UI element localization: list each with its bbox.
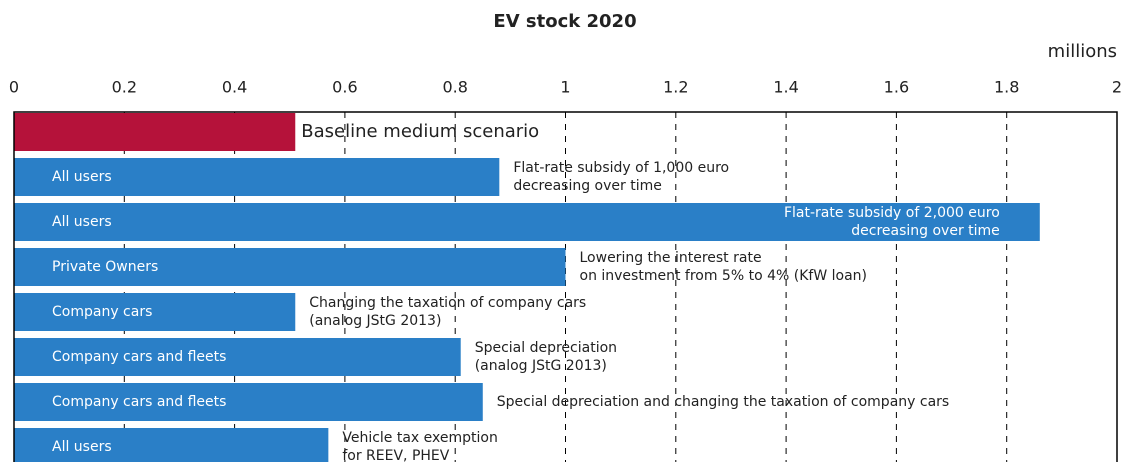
bar (14, 293, 296, 331)
bar (14, 383, 483, 421)
x-tick-label: 2 (1112, 78, 1122, 97)
annotation: Flat-rate subsidy of 1,000 euro (513, 160, 729, 176)
chart-title: EV stock 2020 (493, 11, 636, 32)
annotation: Vehicle tax exemption (342, 430, 498, 446)
x-tick-label: 1 (560, 78, 570, 97)
bar (14, 428, 329, 462)
annotation: Changing the taxation of company cars (309, 295, 586, 311)
bar-label: Private Owners (52, 259, 158, 275)
axis-unit: millions (1048, 41, 1117, 62)
x-tick-label: 0 (9, 78, 19, 97)
bar (14, 248, 566, 286)
x-tick-label: 0.4 (222, 78, 247, 97)
x-tick-label: 1.2 (663, 78, 688, 97)
annotation: decreasing over time (851, 223, 1000, 239)
annotation: for REEV, PHEV (342, 448, 449, 462)
annotation: (analog JStG 2013) (475, 358, 607, 374)
bar-label: Company cars and fleets (52, 349, 226, 365)
bar-label: All users (52, 214, 112, 230)
x-tick-label: 1.6 (884, 78, 909, 97)
bar-label: Company cars and fleets (52, 394, 226, 410)
x-tick-label: 0.8 (442, 78, 467, 97)
annotation: Flat-rate subsidy of 2,000 euro (784, 205, 1000, 221)
annotation: Lowering the interest rate (580, 250, 762, 266)
plot-frame (13, 111, 1118, 462)
annotation: Special depreciation (475, 340, 617, 356)
bar (14, 338, 461, 376)
annotation: on investment from 5% to 4% (KfW loan) (580, 268, 868, 284)
annotation: (analog JStG 2013) (309, 313, 441, 329)
x-tick-label: 0.6 (332, 78, 357, 97)
annotation: Baseline medium scenario (301, 121, 539, 142)
x-tick-label: 1.4 (773, 78, 798, 97)
bar (14, 203, 1040, 241)
bar-label: All users (52, 439, 112, 455)
bar-label: Company cars (52, 304, 152, 320)
bar (14, 158, 500, 196)
bar-label: All users (52, 169, 112, 185)
x-tick-label: 0.2 (112, 78, 137, 97)
annotation: decreasing over time (513, 178, 662, 194)
annotation: Special depreciation and changing the ta… (497, 394, 949, 410)
bar (14, 113, 296, 151)
x-tick-label: 1.8 (994, 78, 1019, 97)
